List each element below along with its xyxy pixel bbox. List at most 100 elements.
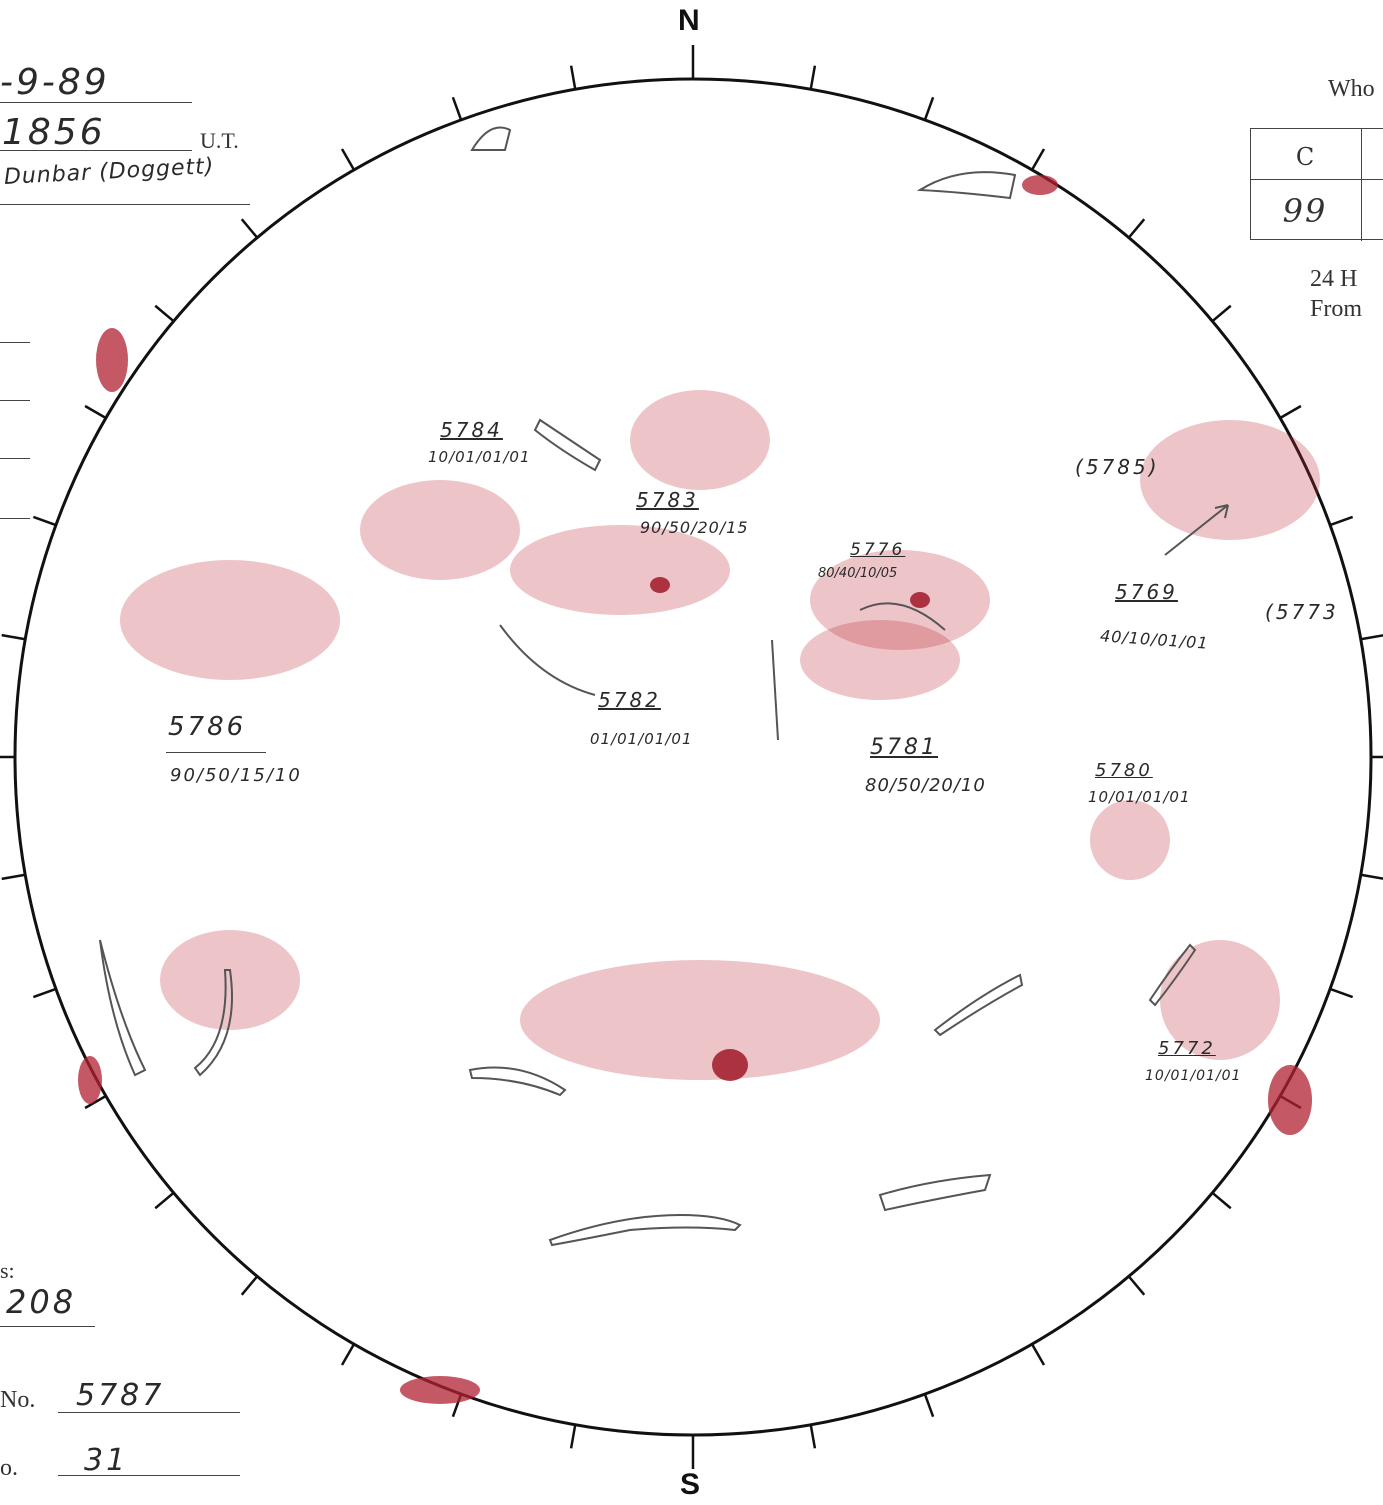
degree-ticks [0, 45, 1383, 1469]
solar-limb [13, 77, 1373, 1437]
blank-line-3 [0, 458, 30, 459]
degree-tick [1211, 1191, 1232, 1210]
region-5772-code: 10/01/01/01 [1145, 1068, 1242, 1084]
filament-n [470, 126, 512, 151]
degree-tick [1279, 404, 1302, 420]
date-underline [0, 102, 192, 103]
region-5784-code: 10/01/01/01 [428, 448, 531, 466]
degree-tick [240, 218, 259, 239]
dark-spots [650, 577, 930, 1081]
degree-tick [340, 148, 356, 171]
spot-region-south [520, 960, 880, 1080]
region-5783-number: 5783 [636, 488, 699, 512]
number-label: No. [0, 1387, 36, 1413]
dark-spot-1 [712, 1049, 748, 1081]
o-label: o. [0, 1455, 18, 1481]
region-5786-underline [166, 752, 266, 753]
table-value-cell: 99 [1282, 192, 1328, 230]
blank-line-1 [0, 342, 30, 343]
region-5784-number: 5784 [440, 418, 503, 442]
spot-region-5776 [810, 550, 990, 650]
limb-spot-se [1268, 1065, 1312, 1135]
filament-s4 [878, 1173, 992, 1212]
degree-tick [154, 304, 175, 323]
filaments [99, 126, 1229, 1247]
number-value: 5787 [76, 1378, 165, 1413]
note-line-2: From [1310, 296, 1363, 322]
spot-region-5784 [360, 480, 520, 580]
degree-tick [923, 1393, 935, 1418]
degree-tick [569, 65, 577, 90]
table-title: Who [1328, 76, 1375, 102]
spot-region-5780 [1090, 800, 1170, 880]
filament-center [771, 639, 779, 741]
degree-tick [1127, 1275, 1146, 1296]
dark-spot-2 [910, 592, 930, 608]
degree-tick [84, 1094, 107, 1110]
filament-s2 [933, 973, 1024, 1037]
spot-region-sw [160, 930, 300, 1030]
region-5785-number: (5785) [1075, 455, 1160, 479]
region-5783-code: 90/50/20/15 [640, 518, 749, 537]
region-5782-code: 01/01/01/01 [590, 730, 693, 748]
spot-shading [120, 390, 1320, 1080]
degree-tick [1, 873, 26, 881]
observer-underline [0, 204, 250, 205]
filament-sw1 [99, 939, 147, 1077]
filament-s1 [468, 1066, 567, 1097]
data-table [1250, 128, 1383, 241]
region-5782-number: 5782 [598, 688, 661, 712]
table-header-cell: C [1295, 143, 1315, 171]
spot-region-5783 [510, 525, 730, 615]
spot-region-5781 [800, 620, 960, 700]
time-underline [0, 150, 192, 151]
count-value: 208 [6, 1283, 77, 1321]
degree-tick [1329, 987, 1354, 999]
filament-s3 [548, 1213, 742, 1247]
time-field: 1856 [2, 112, 106, 153]
degree-tick [451, 96, 463, 121]
region-5780-code: 10/01/01/01 [1088, 788, 1191, 806]
limb-spot-s [400, 1376, 480, 1404]
filament-se [1148, 943, 1197, 1007]
degree-tick [154, 1191, 175, 1210]
degree-tick [1211, 304, 1232, 323]
region-5776-number: 5776 [850, 540, 906, 560]
region-5773-number: (5773 [1265, 600, 1339, 624]
degree-tick [569, 1424, 577, 1449]
degree-tick [809, 1424, 817, 1449]
region-5780-number: 5780 [1095, 760, 1153, 781]
date-field: -9-89 [0, 62, 110, 103]
region-5785-id: 5785 [1085, 455, 1149, 479]
degree-tick [340, 1343, 356, 1366]
spot-region-5786 [120, 560, 340, 680]
limb-spot-ne [1022, 175, 1058, 195]
o-underline [58, 1475, 240, 1476]
degree-tick [32, 987, 57, 999]
region-5786-code: 90/50/15/10 [170, 765, 302, 786]
arc-5776 [859, 602, 946, 631]
region-5781-number: 5781 [870, 735, 938, 760]
south-label: S [680, 1468, 701, 1501]
filament-sw2 [193, 969, 233, 1077]
note-line-1: 24 H [1310, 266, 1358, 292]
limb-spot-west [96, 328, 128, 392]
region-5781-code: 80/50/20/10 [865, 775, 986, 796]
table-row-divider [1251, 179, 1383, 180]
number-underline [58, 1412, 240, 1413]
spot-region-5783b [630, 390, 770, 490]
count-underline [0, 1326, 95, 1327]
degree-tick [1360, 873, 1383, 880]
degree-tick [240, 1275, 259, 1296]
count-label: s: [0, 1258, 15, 1283]
region-5776-code: 80/40/10/05 [818, 566, 898, 581]
o-value: 31 [84, 1443, 129, 1478]
limb-spot-sw [78, 1056, 102, 1104]
degree-tick [923, 96, 935, 121]
spot-region-se [1160, 940, 1280, 1060]
degree-tick [809, 65, 817, 90]
degree-tick [1030, 148, 1046, 171]
degree-tick [1360, 634, 1383, 641]
time-unit-label: U.T. [200, 128, 239, 153]
